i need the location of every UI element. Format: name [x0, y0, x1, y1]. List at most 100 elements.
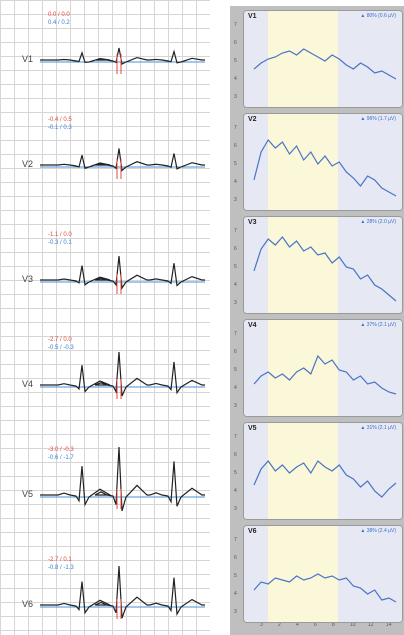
y-tick-label: 6: [234, 246, 237, 252]
lead-label: V2: [22, 159, 34, 169]
y-tick-label: 6: [234, 40, 237, 46]
st-value-red: -1.1 / 0.0: [48, 232, 72, 238]
trend-lead-name: V5: [248, 425, 257, 432]
y-tick-label: 7: [234, 22, 237, 28]
baseline-region: [244, 320, 268, 416]
trend-card[interactable]: V1 ▲ 80% (0.6 µV): [243, 10, 403, 108]
y-tick-label: 5: [234, 264, 237, 270]
trend-line: [253, 460, 397, 498]
trend-panel: 3 2 4 6 8 10 12 14 7 6 5 4 3 V1 ▲ 80% (0.6 µV) 7 6 5 4 3 V2…: [230, 6, 404, 635]
recovery-region: [338, 320, 402, 416]
y-tick-label: 6: [234, 143, 237, 149]
lead-label: V1: [22, 54, 34, 64]
baseline-region: [244, 526, 268, 622]
ecg-panel: 0.0 / 0.0 0.4 / 0.2 V1 -0.4 / 0.5 -0.1 / 0.3…: [0, 0, 210, 635]
y-axis: 7 6 5 4 3: [230, 422, 242, 518]
trend-lead-name: V3: [248, 219, 257, 226]
y-tick-label: 3: [234, 197, 237, 203]
y-axis: 7 6 5 4 3: [230, 10, 242, 106]
baseline-region: [244, 114, 268, 210]
y-tick-label: 7: [234, 331, 237, 337]
x-tick-label: 4: [296, 622, 299, 628]
y-tick-label: 4: [234, 488, 237, 494]
trend-line: [253, 138, 397, 197]
trend-line: [253, 573, 397, 603]
y-tick-label: 4: [234, 282, 237, 288]
trend-lead-name: V1: [248, 13, 257, 20]
y-axis: 7 6 5 4 3: [230, 216, 242, 312]
trend-lead-name: V4: [248, 322, 257, 329]
trend-chart: [253, 48, 397, 80]
x-tick-label: 3: [260, 622, 263, 628]
lead-label: V6: [22, 599, 34, 609]
y-tick-label: 7: [234, 125, 237, 131]
y-tick-label: 3: [234, 609, 237, 615]
y-tick-label: 4: [234, 179, 237, 185]
x-tick-label: 10: [350, 622, 356, 628]
st-value-blue: -0.6 / -1.7: [48, 455, 74, 461]
baseline-region: [244, 11, 268, 107]
recovery-region: [338, 11, 402, 107]
y-tick-label: 6: [234, 452, 237, 458]
recovery-region: [338, 423, 402, 519]
st-value-blue: -0.1 / 0.3: [48, 125, 72, 131]
st-value-blue: -0.8 / -1.3: [48, 565, 74, 571]
trend-card[interactable]: V3 ▲ 28% (2.0 µV): [243, 216, 403, 314]
trend-card[interactable]: V5 ▲ 31% (2.1 µV): [243, 422, 403, 520]
y-tick-label: 7: [234, 228, 237, 234]
st-value-red: -2.7 / 0.0: [48, 337, 72, 343]
y-tick-label: 6: [234, 349, 237, 355]
y-tick-label: 5: [234, 573, 237, 579]
st-value-red: 0.0 / 0.0: [48, 12, 70, 18]
x-tick-label: 6: [314, 622, 317, 628]
y-tick-label: 4: [234, 385, 237, 391]
y-tick-label: 3: [234, 94, 237, 100]
y-axis: 7 6 5 4 3: [230, 113, 242, 209]
lead-label: V3: [22, 274, 34, 284]
baseline-region: [244, 423, 268, 519]
st-value-red: -3.0 / -0.3: [48, 447, 74, 453]
highlight-region: [268, 217, 338, 313]
trend-card[interactable]: V2 ▲ 96% (1.7 µV): [243, 113, 403, 211]
current-beat-trace: [40, 351, 205, 397]
trend-card[interactable]: V6 ▲ 38% (2.4 µV): [243, 525, 403, 623]
trend-card[interactable]: V4 ▲ 37% (2.1 µV): [243, 319, 403, 417]
y-tick-label: 5: [234, 161, 237, 167]
ecg-waveforms: [40, 47, 205, 619]
y-tick-label: 7: [234, 537, 237, 543]
st-value-red: -0.4 / 0.5: [48, 117, 72, 123]
y-tick-label: 3: [234, 403, 237, 409]
y-axis: 7 6 5 4 3: [230, 319, 242, 415]
lead-label: V4: [22, 379, 34, 389]
y-tick-label: 3: [234, 506, 237, 512]
st-value-red: -2.7 / 0.1: [48, 557, 72, 563]
highlight-region: [268, 526, 338, 622]
x-tick-label: 14: [386, 622, 392, 628]
recovery-region: [338, 526, 402, 622]
y-tick-label: 6: [234, 555, 237, 561]
trend-line: [253, 48, 397, 80]
trend-value: ▲ 31% (2.1 µV): [360, 425, 396, 431]
current-beat-trace: [40, 446, 205, 512]
highlight-region: [268, 423, 338, 519]
st-value-blue: -0.3 / 0.1: [48, 240, 72, 246]
y-axis: 7 6 5 4 3: [230, 525, 242, 621]
trend-line: [253, 236, 397, 302]
y-tick-label: 5: [234, 470, 237, 476]
highlight-region: [268, 114, 338, 210]
x-tick-label: 8: [332, 622, 335, 628]
trend-chart: [253, 138, 397, 197]
y-tick-label: 4: [234, 76, 237, 82]
lead-label: V5: [22, 489, 34, 499]
y-tick-label: 3: [234, 300, 237, 306]
trend-value: ▲ 28% (2.0 µV): [360, 219, 396, 225]
trend-value: ▲ 38% (2.4 µV): [360, 528, 396, 534]
trend-chart: [253, 236, 397, 302]
y-tick-label: 5: [234, 58, 237, 64]
highlight-region: [268, 11, 338, 107]
trend-value: ▲ 37% (2.1 µV): [360, 322, 396, 328]
current-beat-trace: [40, 565, 205, 619]
trend-value: ▲ 80% (0.6 µV): [360, 13, 396, 19]
current-beat-trace: [40, 255, 205, 290]
st-value-blue: -0.5 / -0.3: [48, 345, 74, 351]
